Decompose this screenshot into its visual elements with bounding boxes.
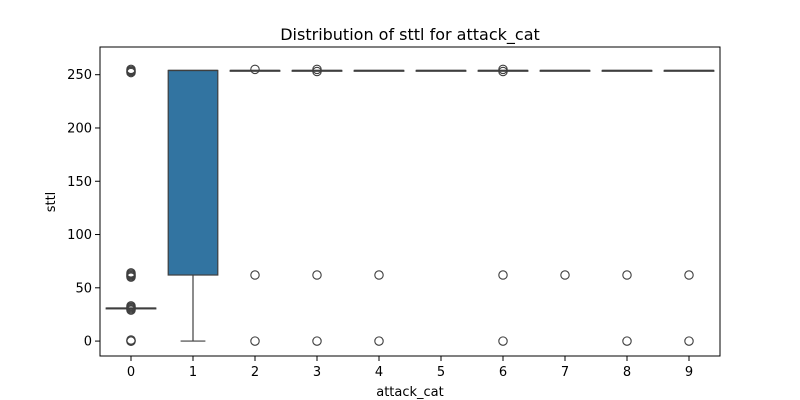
x-tick-label: 5 <box>437 365 445 380</box>
y-tick-label: 150 <box>67 175 92 190</box>
y-tick-label: 50 <box>75 281 92 296</box>
outlier-point <box>498 336 508 346</box>
outlier-point <box>126 335 136 345</box>
outlier-point <box>312 336 322 346</box>
outlier-point <box>498 64 508 75</box>
x-tick-label: 0 <box>127 365 135 380</box>
outlier-point <box>312 64 322 75</box>
outlier-point <box>560 270 570 280</box>
outlier-point <box>250 270 260 280</box>
outlier-point <box>684 270 694 280</box>
box-category-1 <box>167 69 219 276</box>
outlier-point <box>684 336 694 346</box>
outlier-point <box>374 270 384 280</box>
outlier-point <box>498 270 508 280</box>
outlier-point <box>126 301 136 311</box>
y-tick-label: 0 <box>84 335 92 350</box>
y-tick-label: 100 <box>67 228 92 243</box>
x-tick-label: 8 <box>623 365 631 380</box>
axes-frame <box>99 46 721 357</box>
y-tick-label: 250 <box>67 68 92 83</box>
x-tick-label: 3 <box>313 365 321 380</box>
outlier-point <box>622 270 632 280</box>
outlier-point <box>126 268 136 278</box>
x-tick-label: 4 <box>375 365 383 380</box>
outlier-point <box>622 336 632 346</box>
outlier-point <box>126 64 136 75</box>
plot-area: 0 50 100 150 200 250 0 1 2 3 4 5 6 7 8 9 <box>67 46 721 380</box>
outlier-point <box>374 336 384 346</box>
y-axis-label: sttl <box>44 192 59 213</box>
x-tick-label: 2 <box>251 365 259 380</box>
chart-title: Distribution of sttl for attack_cat <box>280 25 540 45</box>
x-tick-label: 1 <box>189 365 197 380</box>
x-tick-label: 9 <box>685 365 693 380</box>
outlier-point <box>312 270 322 280</box>
x-tick-label: 6 <box>499 365 507 380</box>
x-tick-label: 7 <box>561 365 569 380</box>
x-axis-label: attack_cat <box>376 385 444 400</box>
outlier-point <box>250 64 260 75</box>
outlier-point <box>250 336 260 346</box>
y-tick-label: 200 <box>67 121 92 136</box>
